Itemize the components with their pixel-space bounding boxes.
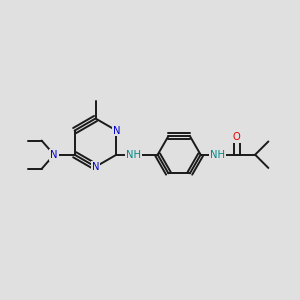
Text: O: O: [233, 132, 241, 142]
Text: NH: NH: [126, 150, 141, 160]
Text: NH: NH: [210, 150, 225, 160]
Text: N: N: [113, 126, 120, 136]
Text: N: N: [50, 150, 58, 160]
Text: N: N: [92, 162, 99, 172]
